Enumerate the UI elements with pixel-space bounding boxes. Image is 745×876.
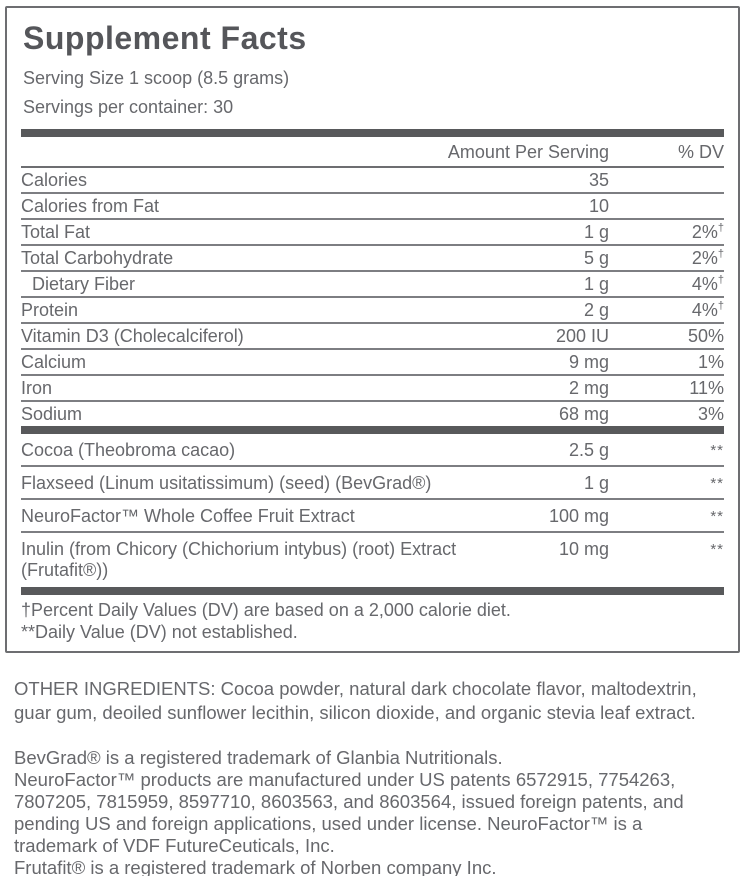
- nutrient-row-total-fat: Total Fat 1 g 2%†: [21, 220, 724, 246]
- botanical-row-flaxseed: Flaxseed (Linum usitatissimum) (seed) (B…: [21, 467, 724, 500]
- nutrient-name: Sodium: [21, 404, 83, 424]
- ingredient-dv: **: [710, 508, 724, 525]
- nutrient-amount: 68 mg: [558, 404, 609, 424]
- ingredient-amount: 100 mg: [548, 506, 609, 526]
- nutrient-dv-value: 11%: [689, 378, 724, 398]
- nutrient-amount: 10: [588, 196, 609, 216]
- nutrient-dv: 11%: [609, 378, 724, 399]
- nutrient-table: Amount Per Serving % DV Calories 35 Calo…: [21, 137, 724, 426]
- nutrient-dv: 2%†: [609, 248, 724, 269]
- nutrient-row-iron: Iron 2 mg 11%: [21, 376, 724, 402]
- ingredient-name: NeuroFactor™ Whole Coffee Fruit Extract: [21, 506, 355, 526]
- nutrient-dv-value: 50%: [687, 326, 724, 346]
- nutrient-amount: 1 g: [583, 222, 609, 242]
- nutrient-amount: 5 g: [583, 248, 609, 268]
- nutrient-dv-value: 1%: [697, 352, 724, 372]
- nutrient-row-total-carbohydrate: Total Carbohydrate 5 g 2%†: [21, 246, 724, 272]
- percent-dv-header: % DV: [677, 142, 724, 162]
- trademark-neurofactor: NeuroFactor™ products are manufactured u…: [14, 769, 684, 856]
- nutrient-amount: 1 g: [583, 274, 609, 294]
- nutrient-dv-value: 3%: [697, 404, 724, 424]
- nutrient-dv: 50%: [609, 326, 724, 347]
- nutrient-dv: 4%†: [609, 300, 724, 321]
- ingredient-dv: **: [710, 541, 724, 558]
- nutrient-name: Iron: [21, 378, 53, 398]
- servings-per-container-text: Servings per container: 30: [23, 97, 234, 117]
- nutrient-dv-value: 2%: [691, 222, 718, 242]
- nutrient-row-sodium: Sodium 68 mg 3%: [21, 402, 724, 426]
- other-ingredients-heading: OTHER INGREDIENTS:: [14, 678, 216, 699]
- other-ingredients-paragraph: OTHER INGREDIENTS: Cocoa powder, natural…: [14, 677, 717, 725]
- divider-bar-bottom: [21, 587, 724, 595]
- nutrient-name: Vitamin D3 (Cholecalciferol): [21, 326, 244, 346]
- trademark-bevgrad: BevGrad® is a registered trademark of Gl…: [14, 747, 503, 768]
- nutrient-name: Calories from Fat: [21, 196, 160, 216]
- nutrient-amount: 35: [588, 170, 609, 190]
- nutrient-row-dietary-fiber: Dietary Fiber 1 g 4%†: [21, 272, 724, 298]
- ingredient-name: Flaxseed (Linum usitatissimum) (seed) (B…: [21, 473, 432, 493]
- nutrient-dv: 2%†: [609, 222, 724, 243]
- botanical-row-inulin: Inulin (from Chicory (Chichorium intybus…: [21, 533, 724, 587]
- nutrient-name: Protein: [21, 300, 79, 320]
- nutrient-name: Calories: [21, 170, 88, 190]
- nutrient-dv: 1%: [609, 352, 724, 373]
- nutrient-dv-value: 2%: [691, 248, 718, 268]
- footnote-daily-values: †Percent Daily Values (DV) are based on …: [21, 600, 511, 620]
- dagger-symbol: †: [717, 300, 724, 312]
- panel-title: Supplement Facts: [23, 20, 307, 56]
- nutrient-row-calories-from-fat: Calories from Fat 10: [21, 194, 724, 220]
- nutrient-name: Dietary Fiber: [32, 274, 136, 294]
- footnote-dv-not-established: **Daily Value (DV) not established.: [21, 622, 298, 642]
- nutrient-name: Total Fat: [21, 222, 91, 242]
- nutrient-name: Calcium: [21, 352, 87, 372]
- ingredient-dv: **: [710, 442, 724, 459]
- divider-bar-middle: [21, 426, 724, 434]
- botanical-row-cocoa: Cocoa (Theobroma cacao) 2.5 g **: [21, 434, 724, 467]
- supplement-facts-panel: Supplement Facts Serving Size 1 scoop (8…: [5, 6, 740, 653]
- nutrient-row-calories: Calories 35: [21, 168, 724, 194]
- ingredient-amount: 10 mg: [558, 539, 609, 559]
- ingredient-name: Inulin (from Chicory (Chichorium intybus…: [21, 539, 457, 580]
- serving-size-text: Serving Size 1 scoop (8.5 grams): [23, 68, 290, 88]
- dagger-symbol: †: [717, 222, 724, 234]
- botanical-row-neurofactor: NeuroFactor™ Whole Coffee Fruit Extract …: [21, 500, 724, 533]
- other-ingredients-text: Cocoa powder, natural dark chocolate fla…: [14, 678, 697, 723]
- ingredient-dv: **: [710, 475, 724, 492]
- amount-per-serving-header: Amount Per Serving: [447, 142, 609, 162]
- nutrient-amount: 200 IU: [555, 326, 609, 346]
- table-header-row: Amount Per Serving % DV: [21, 137, 724, 168]
- nutrient-row-vitamin-d3: Vitamin D3 (Cholecalciferol) 200 IU 50%: [21, 324, 724, 350]
- ingredient-amount: 2.5 g: [568, 440, 609, 460]
- divider-bar-top: [21, 129, 724, 137]
- nutrient-amount: 9 mg: [568, 352, 609, 372]
- ingredient-amount: 1 g: [583, 473, 609, 493]
- trademark-notices: BevGrad® is a registered trademark of Gl…: [14, 747, 723, 876]
- botanical-table: Cocoa (Theobroma cacao) 2.5 g ** Flaxsee…: [21, 434, 724, 587]
- nutrient-dv-value: 4%: [691, 300, 718, 320]
- nutrient-amount: 2 g: [583, 300, 609, 320]
- dagger-symbol: †: [717, 248, 724, 260]
- nutrient-name: Total Carbohydrate: [21, 248, 174, 268]
- dagger-symbol: †: [717, 274, 724, 286]
- ingredient-name: Cocoa (Theobroma cacao): [21, 440, 236, 460]
- nutrient-dv: 4%†: [609, 274, 724, 295]
- trademark-frutafit: Frutafit® is a registered trademark of N…: [14, 857, 497, 876]
- nutrient-amount: 2 mg: [568, 378, 609, 398]
- nutrient-row-calcium: Calcium 9 mg 1%: [21, 350, 724, 376]
- footnotes: †Percent Daily Values (DV) are based on …: [21, 599, 724, 643]
- nutrient-dv: 3%: [609, 404, 724, 425]
- nutrient-dv-value: 4%: [691, 274, 718, 294]
- nutrient-row-protein: Protein 2 g 4%†: [21, 298, 724, 324]
